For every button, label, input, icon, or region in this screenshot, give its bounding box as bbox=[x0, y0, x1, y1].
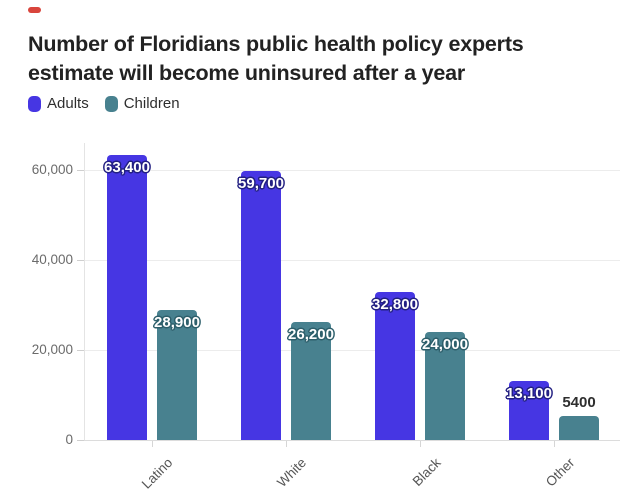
bar-value-label: 26,200 bbox=[288, 326, 334, 344]
y-axis-label: 0 bbox=[65, 432, 73, 447]
bar-children-white bbox=[291, 322, 331, 440]
gridline-40000 bbox=[84, 260, 620, 261]
chart-title: Number of Floridians public health polic… bbox=[28, 32, 524, 86]
bar-adults-latino bbox=[107, 154, 147, 440]
bar-value-label: 28,900 bbox=[154, 313, 200, 331]
y-axis-label: 40,000 bbox=[31, 252, 73, 267]
x-tick-mark bbox=[420, 441, 421, 447]
bar-adults-black bbox=[375, 292, 415, 440]
bar-adults-other bbox=[509, 381, 549, 440]
bar-value-label: 5400 bbox=[562, 393, 596, 411]
legend-swatch-icon bbox=[28, 95, 41, 112]
x-axis-label-white: White bbox=[274, 455, 310, 491]
x-axis-label-latino: Latino bbox=[138, 455, 176, 492]
x-axis-label-other: Other bbox=[543, 455, 578, 490]
legend-label: Children bbox=[123, 95, 180, 112]
bar-children-black bbox=[425, 332, 465, 440]
bar-adults-white bbox=[241, 171, 281, 440]
bar-children-latino bbox=[157, 309, 197, 440]
bar-children-other bbox=[559, 415, 599, 440]
bar-value-label: 13,100 bbox=[506, 385, 552, 403]
x-tick-mark bbox=[286, 441, 287, 447]
bar-value-label: 24,000 bbox=[422, 336, 468, 353]
y-axis-label: 60,000 bbox=[31, 162, 73, 177]
gridline-20000 bbox=[84, 350, 620, 351]
bar-value-label: 32,800 bbox=[372, 296, 418, 314]
bar-value-label: 59,700 bbox=[238, 175, 284, 193]
gridline-60000 bbox=[84, 170, 620, 171]
red-mark bbox=[28, 7, 41, 13]
x-axis-label-black: Black bbox=[409, 455, 444, 489]
legend-item-children: Children bbox=[104, 95, 180, 112]
y-axis-line bbox=[84, 143, 85, 440]
y-tick-mark bbox=[77, 440, 84, 441]
y-tick-mark bbox=[77, 350, 84, 351]
x-tick-mark bbox=[152, 441, 153, 447]
x-tick-mark bbox=[554, 441, 555, 447]
legend-swatch-icon bbox=[104, 95, 118, 112]
y-tick-mark bbox=[77, 170, 84, 171]
y-axis-label: 20,000 bbox=[31, 342, 73, 357]
legend-item-adults: Adults bbox=[28, 95, 89, 112]
legend: Adults Children bbox=[28, 95, 180, 112]
gridline-0 bbox=[84, 440, 620, 441]
legend-label: Adults bbox=[47, 95, 89, 112]
y-tick-mark bbox=[77, 260, 84, 261]
bar-value-label: 63,400 bbox=[104, 158, 150, 176]
